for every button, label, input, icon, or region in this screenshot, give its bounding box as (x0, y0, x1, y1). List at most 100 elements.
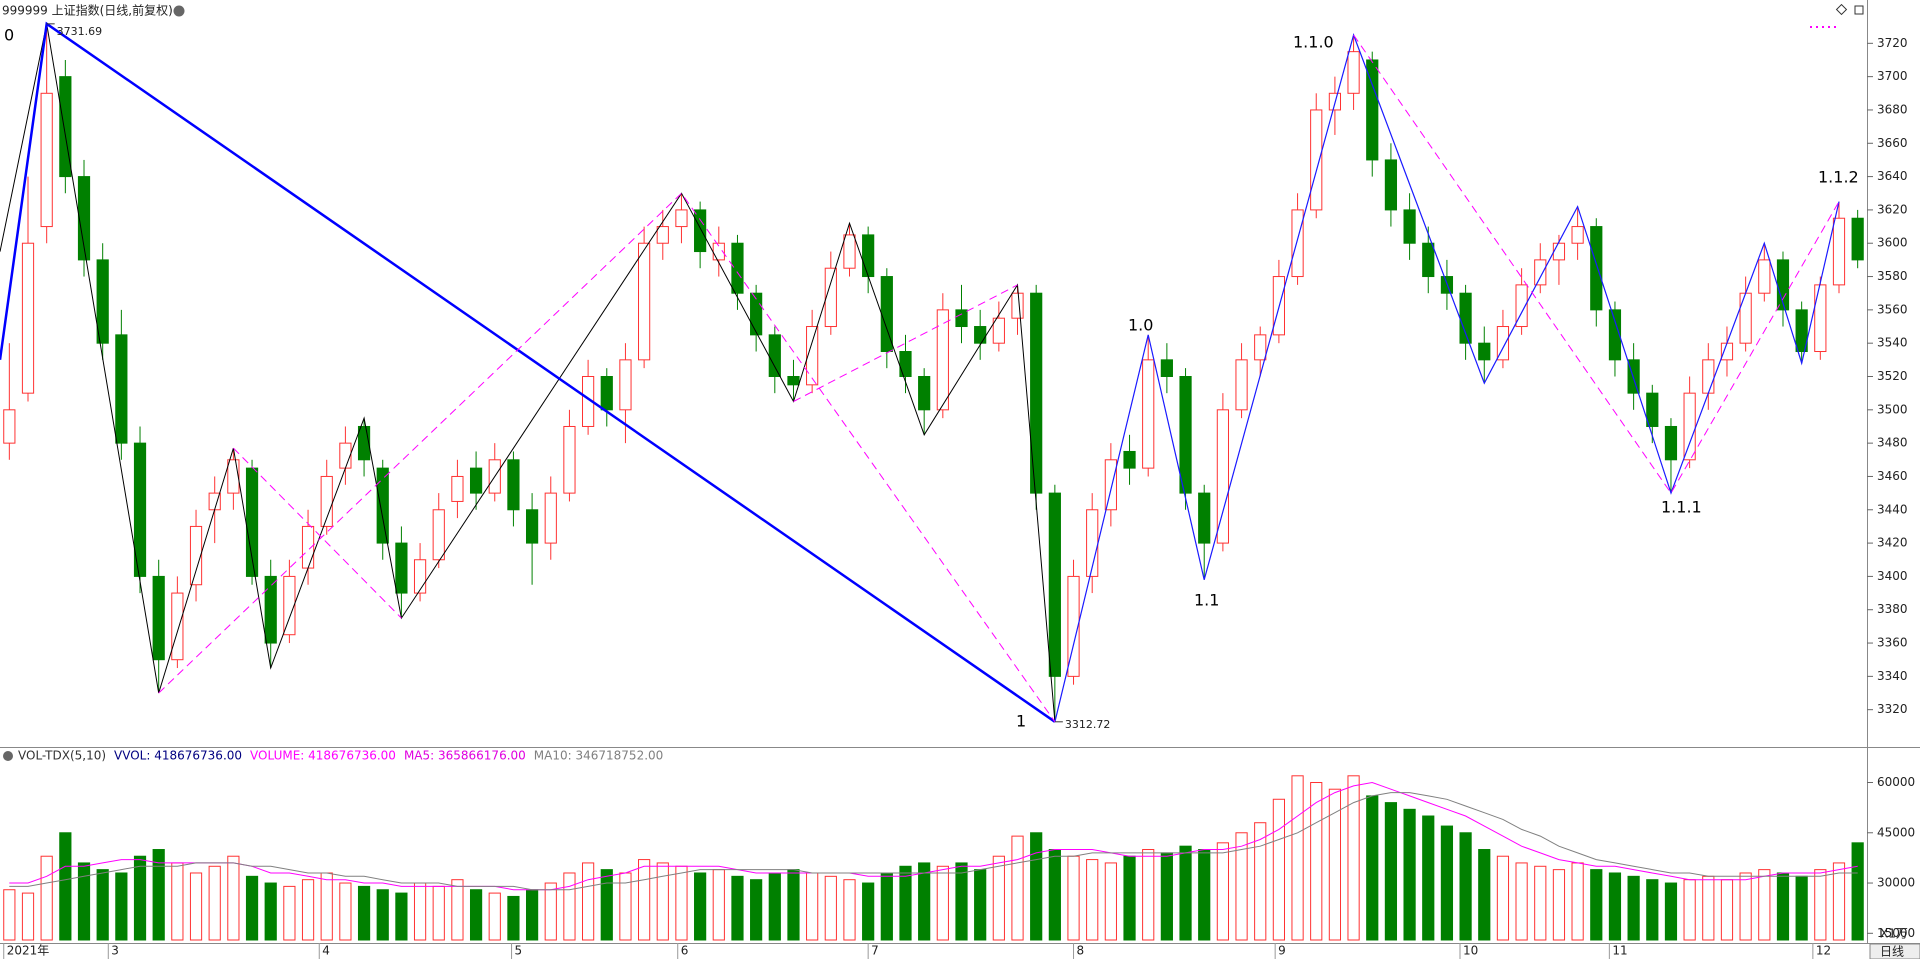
candle-body (1067, 575, 1080, 677)
volume-bar (1515, 862, 1528, 941)
candle-body (1347, 51, 1360, 94)
candle-body (469, 467, 483, 494)
volume-bar (1814, 869, 1827, 941)
volume-bar (208, 865, 221, 941)
window-icon[interactable] (1854, 5, 1864, 15)
zigzag-line (1353, 34, 1840, 495)
y-tick-label: 45000 (1877, 825, 1915, 839)
volume-bar (638, 859, 651, 941)
volume-bar (507, 895, 520, 941)
candle-body (750, 292, 763, 336)
candle-body (656, 226, 669, 244)
candle-body (1702, 359, 1715, 394)
candle-body (1534, 259, 1547, 286)
volume-bar (376, 889, 389, 941)
candle-body (357, 425, 371, 461)
y-tick-label: 3560 (1877, 302, 1908, 316)
volume-bar (880, 872, 893, 941)
volume-bar (432, 885, 445, 941)
wave-label: 0 (4, 26, 14, 45)
volume-bar (1366, 795, 1379, 941)
volume-bar (712, 869, 725, 941)
volume-bar (1384, 802, 1398, 941)
volume-bar (1552, 869, 1566, 941)
menu-icon[interactable] (173, 5, 185, 17)
candle-body (974, 326, 987, 344)
y-tick-label: 3480 (1877, 436, 1908, 450)
volume-bar (1478, 849, 1491, 941)
y-tick-label: 3420 (1877, 536, 1908, 550)
volume-bar (731, 875, 744, 941)
volume-bar (1832, 862, 1846, 941)
candle-body (1664, 425, 1678, 461)
candle-body (171, 592, 184, 661)
volume-bar (1590, 869, 1603, 941)
y-tick-label: 3720 (1877, 36, 1908, 50)
candle-body (77, 176, 91, 261)
volume-bar (1048, 849, 1061, 941)
volume-bar (1104, 862, 1117, 941)
volume-bar (1179, 845, 1192, 941)
candle-body (862, 234, 875, 278)
candle-body (1608, 309, 1622, 361)
y-tick-label: 3640 (1877, 169, 1908, 183)
y-tick-label: 3440 (1877, 502, 1908, 516)
volume-bar (1496, 855, 1510, 941)
candle-body (283, 575, 296, 636)
x-tick-label: 3 (111, 944, 119, 958)
period-box[interactable] (1869, 943, 1920, 959)
y-tick-label: 3340 (1877, 669, 1908, 683)
candle-body (133, 442, 147, 577)
volume-bar (227, 855, 240, 941)
y-tick-label: 30000 (1877, 876, 1915, 890)
candle-body (899, 351, 912, 377)
volume-bar (21, 892, 35, 941)
volume-bar (59, 832, 72, 941)
volume-bar (1795, 875, 1808, 941)
volume-header: MA10: 346718752.00 (534, 749, 664, 763)
menu-icon[interactable] (3, 751, 13, 761)
candle-body (1758, 259, 1771, 294)
volume-bar (1571, 862, 1584, 941)
candle-body (1552, 242, 1566, 261)
window-icon[interactable] (1835, 3, 1848, 16)
volume-bar (488, 892, 501, 941)
candle-body (1384, 159, 1398, 211)
volume-bar (600, 869, 613, 941)
x-tick-label: 6 (681, 944, 689, 958)
period-label[interactable]: 日线 (1880, 945, 1904, 959)
candle-body (992, 317, 1005, 344)
candle-body (600, 376, 613, 411)
volume-bar (675, 865, 688, 941)
volume-bar (1720, 879, 1734, 941)
y-tick-label: 3500 (1877, 402, 1908, 416)
volume-bar (1310, 782, 1323, 941)
y-tick-label: 3600 (1877, 236, 1908, 250)
x-tick-label: 5 (515, 944, 523, 958)
volume-bar (1011, 835, 1024, 941)
volume-bar (974, 869, 987, 941)
volume-bar (1646, 879, 1659, 941)
volume-bar (656, 862, 669, 941)
candle-body (1627, 359, 1640, 394)
candle-body (432, 509, 445, 561)
candle-body (1422, 242, 1435, 278)
candle-body (1832, 217, 1846, 286)
x-tick-label: 4 (322, 944, 330, 958)
candle-body (694, 209, 707, 253)
candle-body (1160, 359, 1173, 378)
candle-body (395, 542, 408, 594)
volume-bar (1422, 815, 1435, 941)
candle-body (301, 525, 315, 569)
volume-header: VVOL: 418676736.00 (114, 749, 242, 763)
volume-bar (1272, 798, 1285, 941)
volume-bar (1758, 869, 1771, 941)
volume-bar (1440, 825, 1454, 941)
volume-bar (862, 882, 875, 941)
candle-body (1851, 217, 1864, 261)
x-tick-label: 2021年 (7, 944, 50, 958)
volume-bar (787, 869, 800, 941)
volume-bar (1683, 879, 1696, 941)
volume-header: VOL-TDX(5,10) (18, 749, 106, 763)
